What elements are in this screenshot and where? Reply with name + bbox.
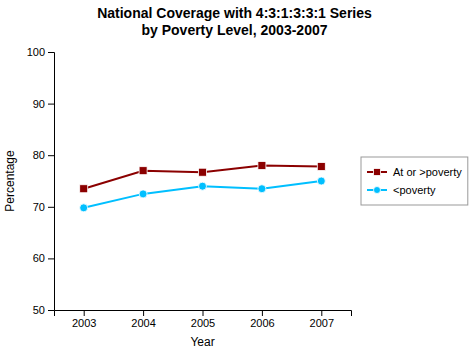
- tick-label: 70: [33, 201, 45, 213]
- point: [139, 190, 147, 198]
- tick-label: 2003: [72, 317, 96, 329]
- tick: 2003: [72, 310, 96, 329]
- tick-mark: [203, 310, 204, 316]
- tick-mark: [48, 207, 54, 208]
- legend: At or >poverty <poverty: [361, 157, 468, 205]
- tick-label: 50: [33, 304, 45, 316]
- tick-label: 2007: [310, 317, 334, 329]
- tick-mark: [48, 310, 54, 311]
- tick: 60: [33, 252, 54, 264]
- title-line: by Poverty Level, 2003-2007: [141, 22, 327, 38]
- legend-frame: [361, 157, 468, 205]
- point: [199, 168, 207, 176]
- title-line: National Coverage with 4:3:1:3:3:1 Serie…: [97, 5, 372, 21]
- tick-mark: [48, 155, 54, 156]
- tick-mark: [84, 310, 85, 316]
- tick-mark: [48, 258, 54, 259]
- x-axis-line: [55, 311, 352, 317]
- point: [80, 204, 88, 212]
- tick-mark: [321, 310, 322, 316]
- point: [258, 185, 266, 193]
- tick-label: 2006: [250, 317, 274, 329]
- chart: National Coverage with 4:3:1:3:3:1 Serie…: [0, 0, 469, 352]
- point: [317, 163, 325, 171]
- tick: 2005: [191, 310, 215, 329]
- tick-mark: [262, 310, 263, 316]
- y-axis: 50 60 70 80 90 100: [27, 46, 55, 316]
- tick-label: 80: [33, 149, 45, 161]
- tick-mark: [143, 310, 144, 316]
- point: [139, 167, 147, 175]
- title: National Coverage with 4:3:1:3:3:1 Serie…: [97, 5, 372, 38]
- legend-marker: [374, 169, 381, 176]
- point: [317, 177, 325, 185]
- tick-label: 100: [27, 46, 45, 58]
- tick: 2004: [131, 310, 155, 329]
- legend-entry: At or >poverty: [393, 166, 462, 178]
- legend-marker: [374, 187, 381, 194]
- series-line: [84, 181, 322, 208]
- tick: 80: [33, 149, 54, 161]
- tick: 50: [33, 304, 54, 316]
- tick-mark: [48, 52, 54, 53]
- tick: 100: [27, 46, 54, 58]
- tick-label: 90: [33, 98, 45, 110]
- tick-mark: [48, 104, 54, 105]
- tick: 90: [33, 98, 54, 110]
- y-axis-line: [48, 53, 55, 311]
- tick-label: 2004: [131, 317, 155, 329]
- tick: 2006: [250, 310, 274, 329]
- legend-entry: <poverty: [393, 184, 436, 196]
- y-axis-title: Percentage: [3, 150, 17, 212]
- marks: [80, 162, 326, 212]
- point: [199, 182, 207, 190]
- tick-label: 2005: [191, 317, 215, 329]
- plot: 2003 2004 2005 2006 2007 50 60 70 80 90 100: [27, 46, 352, 329]
- x-axis: 2003 2004 2005 2006 2007: [55, 310, 352, 329]
- x-axis-title: Year: [190, 335, 214, 349]
- tick: 2007: [310, 310, 334, 329]
- point: [258, 162, 266, 170]
- tick-label: 60: [33, 252, 45, 264]
- point: [80, 185, 88, 193]
- tick: 70: [33, 201, 54, 213]
